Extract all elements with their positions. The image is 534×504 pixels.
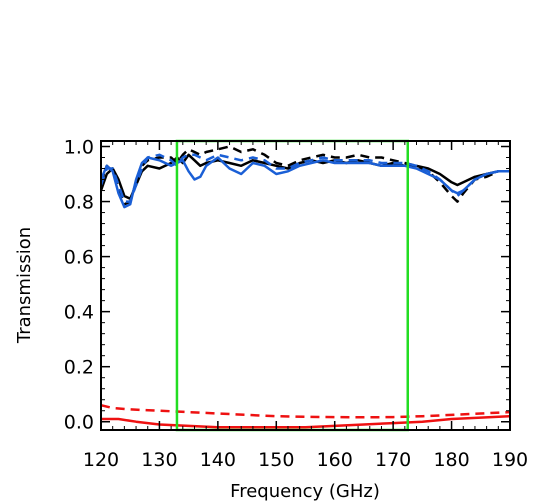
x-tick-label: 120 [83, 449, 119, 471]
series-line-3 [101, 153, 510, 203]
y-tick-labels: 0.0 0.2 0.4 0.6 0.8 1.0 [64, 137, 94, 434]
series-layer [101, 145, 510, 429]
series-line-5 [101, 403, 510, 419]
y-tick-label: 0.6 [64, 247, 94, 269]
x-tick-label: 130 [141, 449, 177, 471]
y-tick-label: 0.4 [64, 302, 94, 324]
x-tick-label: 150 [258, 449, 294, 471]
y-tick-label: 1.0 [64, 137, 94, 159]
tick-layer [100, 141, 511, 430]
series-line-4 [101, 414, 510, 429]
plot-frame [100, 140, 511, 431]
x-axis-label: Frequency (GHz) [230, 481, 380, 502]
y-tick-label: 0.2 [64, 357, 94, 379]
x-tick-label: 140 [200, 449, 236, 471]
x-tick-labels: 120 130 140 150 160 170 180 190 [83, 449, 528, 471]
series-line-1 [101, 145, 510, 206]
x-tick-label: 170 [375, 449, 411, 471]
x-tick-label: 160 [317, 449, 353, 471]
x-tick-label: 180 [433, 449, 469, 471]
x-tick-label: 190 [492, 449, 528, 471]
y-tick-label: 0.8 [64, 192, 94, 214]
y-tick-label: 0.0 [64, 412, 94, 434]
y-axis-label: Transmission [14, 227, 35, 344]
